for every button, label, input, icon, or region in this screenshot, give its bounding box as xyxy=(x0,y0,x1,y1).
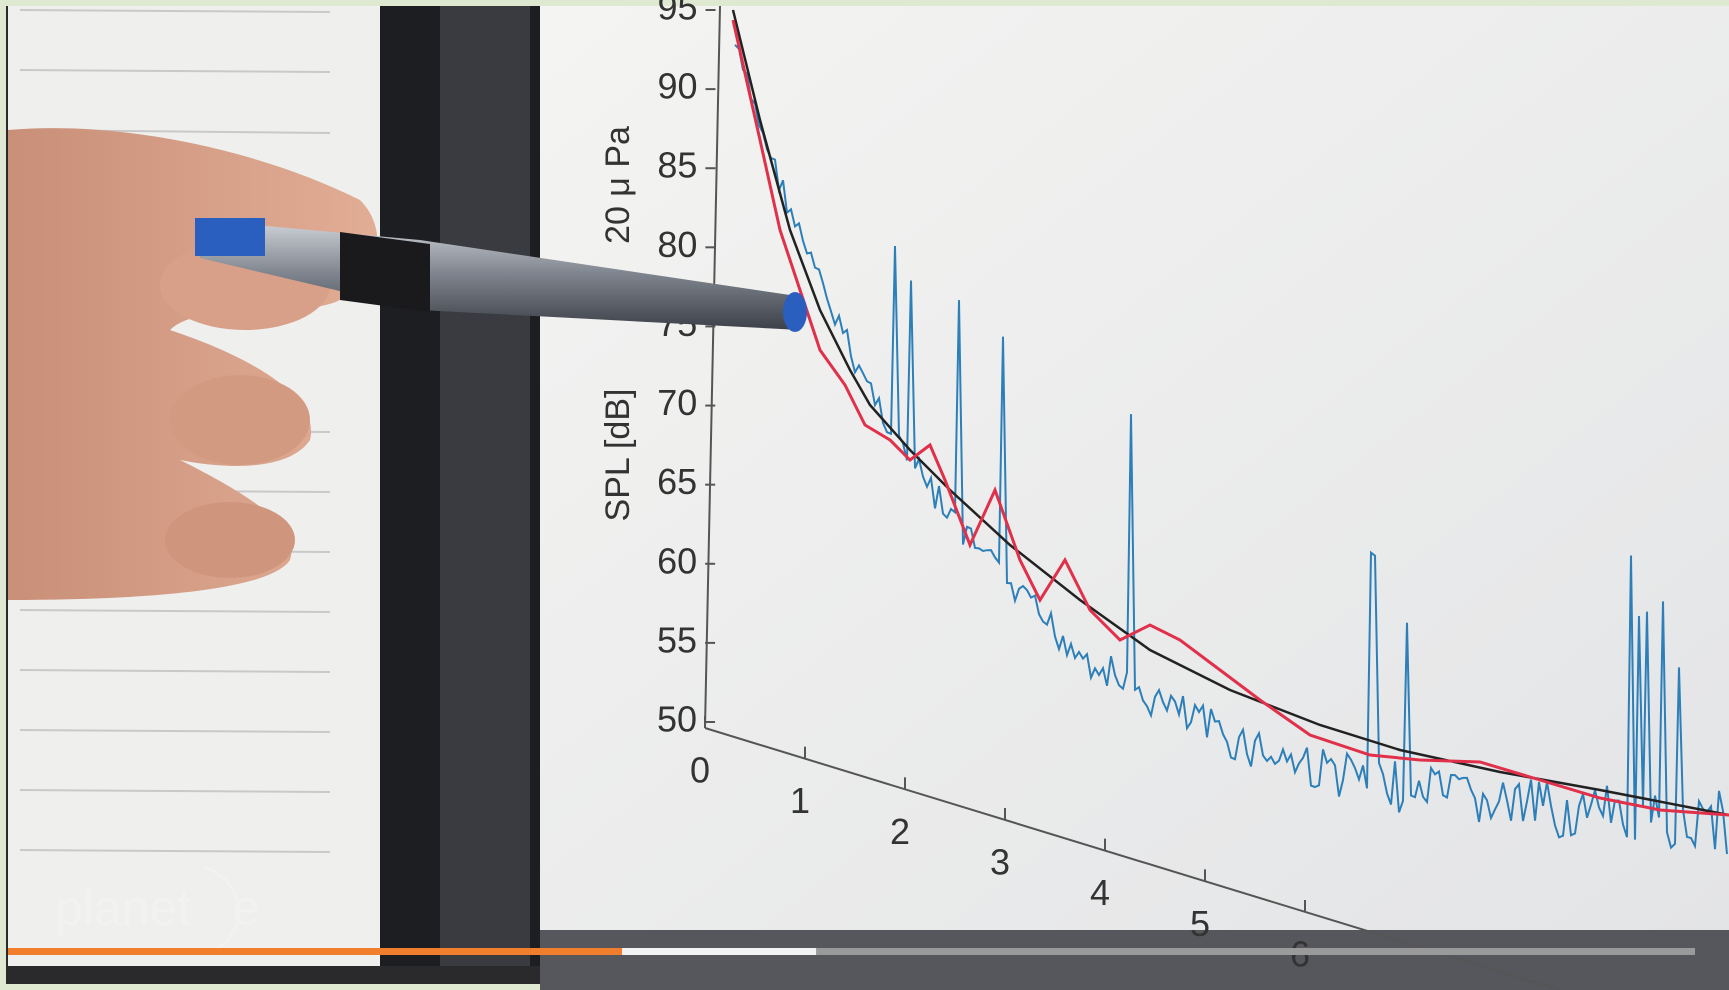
x-tick-label: 4 xyxy=(1090,872,1110,913)
x-tick-label: 5 xyxy=(1190,903,1210,944)
y-label-part: SPL [dB] xyxy=(599,389,637,522)
video-frame: 959085807570656055500123456 SPL [dB] 20 … xyxy=(0,0,1729,990)
y-tick-label: 85 xyxy=(657,145,697,186)
progress-bar[interactable] xyxy=(8,948,1695,955)
screen-bottom xyxy=(540,930,1729,990)
x-tick-label: 0 xyxy=(690,750,710,791)
y-tick-label: 50 xyxy=(657,699,697,740)
x-tick-label: 1 xyxy=(790,780,810,821)
y-tick-label: 55 xyxy=(657,619,697,660)
monitor-edge xyxy=(440,6,530,966)
plot-screen xyxy=(540,6,1729,936)
y-label-part: 20 μ Pa xyxy=(599,126,637,244)
logo: planet xyxy=(55,880,191,936)
x-tick-label: 2 xyxy=(890,811,910,852)
y-tick-label: 70 xyxy=(657,382,697,423)
y-tick-label: 90 xyxy=(657,66,697,107)
y-tick-label: 80 xyxy=(657,224,697,265)
y-tick-label: 65 xyxy=(657,461,697,502)
x-tick-label: 3 xyxy=(990,842,1010,883)
y-tick-label: 60 xyxy=(657,540,697,581)
played[interactable] xyxy=(8,948,622,955)
y-tick-label: 95 xyxy=(658,0,698,28)
logo-suffix: e xyxy=(232,880,260,936)
